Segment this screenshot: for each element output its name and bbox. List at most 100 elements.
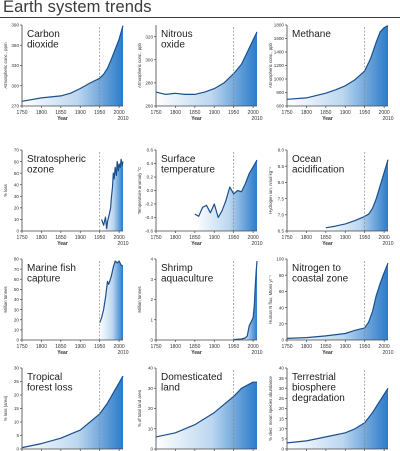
x-tick-label: 1750 <box>281 110 292 116</box>
x-end-year-label: 2010 <box>251 116 262 122</box>
x-tick-label: 1850 <box>189 235 200 241</box>
x-tick-label: 1950 <box>94 235 105 241</box>
y-tick-label: 330 <box>11 63 19 68</box>
x-tick-label: 1750 <box>150 235 161 241</box>
y-axis-label: % decr. mean species abundance <box>268 376 273 441</box>
y-tick-label: 40 <box>279 366 285 371</box>
x-tick-label: 1800 <box>36 110 47 116</box>
chart-title: Stratospheric <box>27 154 86 165</box>
y-tick-label: 0.2 <box>147 175 154 180</box>
x-tick-label: 2000 <box>114 110 125 116</box>
y-axis-label: % of total land area <box>137 389 142 427</box>
x-tick-label: 1850 <box>55 344 66 350</box>
x-tick-label: 1800 <box>36 235 47 241</box>
x-tick-label: 2000 <box>114 235 125 241</box>
y-axis-label: Hydrogen ion, nmol kg⁻¹ <box>268 167 273 214</box>
y-tick-label: 320 <box>145 34 153 39</box>
y-tick-label: 5 <box>16 433 19 438</box>
x-tick-label: 1900 <box>209 344 220 350</box>
chart-title: coastal zone <box>292 274 349 285</box>
x-tick-label: 1850 <box>320 344 331 350</box>
x-tick-label: 1900 <box>209 110 220 116</box>
y-tick-label: 80 <box>279 273 285 278</box>
y-tick-label: 10 <box>14 420 20 425</box>
y-axis-label: % loss <box>3 184 8 197</box>
area-fill <box>156 382 257 449</box>
y-tick-label: 1200 <box>274 63 285 68</box>
chart-title: Shrimp <box>161 263 193 274</box>
y-tick-label: 1000 <box>274 77 285 82</box>
y-tick-label: 15 <box>279 416 285 421</box>
series-line <box>21 25 124 102</box>
y-tick-label: 50 <box>14 171 20 176</box>
y-tick-label: -0.4 <box>145 215 153 220</box>
y-axis-label: Million tonnes <box>137 286 142 312</box>
y-tick-label: 0 <box>281 338 284 343</box>
y-tick-label: 9.0 <box>278 148 285 153</box>
area-fill <box>287 388 388 449</box>
x-axis-label: Year <box>191 116 202 122</box>
y-tick-label: 0 <box>16 229 19 234</box>
y-tick-label: 1 <box>150 317 153 322</box>
y-tick-label: 20 <box>279 406 285 411</box>
series-line <box>194 159 258 219</box>
y-tick-label: 0.0 <box>147 188 154 193</box>
x-tick-label: 1850 <box>189 110 200 116</box>
area-fill <box>325 159 388 231</box>
x-tick-label: 1900 <box>75 235 86 241</box>
series-line <box>101 158 124 230</box>
series-line <box>233 260 258 341</box>
chart-title: degradation <box>292 393 345 404</box>
y-tick-label: 10 <box>279 426 285 431</box>
chart-title: ozone <box>27 165 55 176</box>
chart-title: Tropical <box>27 372 62 383</box>
chart-title: Carbon <box>27 29 60 40</box>
x-tick-label: 1900 <box>340 235 351 241</box>
y-tick-label: 0 <box>16 447 19 451</box>
y-tick-label: 1600 <box>274 36 285 41</box>
x-tick-label: 1900 <box>209 235 220 241</box>
x-end-year-label: 2010 <box>382 116 393 122</box>
x-tick-label: 1800 <box>170 235 181 241</box>
x-tick-label: 1750 <box>281 235 292 241</box>
y-tick-label: 300 <box>145 57 153 62</box>
y-tick-label: 40 <box>148 366 154 371</box>
chart-title: Ocean <box>292 154 321 165</box>
area-fill <box>233 261 257 340</box>
x-tick-label: 1800 <box>301 344 312 350</box>
x-tick-label: 2000 <box>379 344 390 350</box>
y-tick-label: 0 <box>16 338 19 343</box>
y-tick-label: 60 <box>14 159 20 164</box>
page-title: Earth system trends <box>3 0 152 16</box>
x-tick-label: 1950 <box>94 344 105 350</box>
series-line <box>21 375 124 449</box>
series-line <box>286 387 389 444</box>
chart-title: Methane <box>292 29 331 40</box>
x-end-year-label: 2010 <box>251 241 262 247</box>
x-tick-label: 1900 <box>340 110 351 116</box>
area-fill <box>287 263 388 340</box>
x-tick-label: 2000 <box>379 235 390 241</box>
x-tick-label: 1950 <box>359 235 370 241</box>
x-tick-label: 1800 <box>301 110 312 116</box>
x-tick-label: 1800 <box>170 110 181 116</box>
y-tick-label: -0.2 <box>145 202 153 207</box>
chart-title: capture <box>27 274 61 285</box>
y-tick-label: 10 <box>148 426 154 431</box>
x-tick-label: 2000 <box>114 344 125 350</box>
y-tick-label: 7.5 <box>278 196 285 201</box>
x-tick-label: 1850 <box>55 110 66 116</box>
x-axis-label: Year <box>191 350 202 356</box>
y-tick-label: 7.0 <box>278 213 285 218</box>
y-tick-label: 360 <box>11 43 19 48</box>
x-tick-label: 1900 <box>340 344 351 350</box>
x-axis-label: Year <box>322 241 333 247</box>
chart-title: aquaculture <box>161 274 214 285</box>
chart-title: forest loss <box>27 383 73 394</box>
x-tick-label: 1850 <box>55 235 66 241</box>
